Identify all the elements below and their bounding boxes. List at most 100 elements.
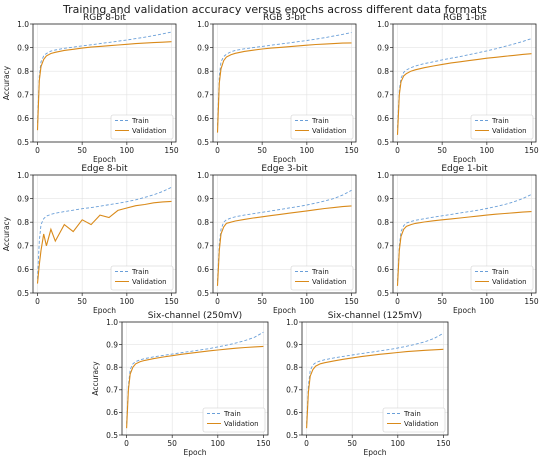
y-tick-label: 0.7 <box>377 242 389 251</box>
plot-frame <box>121 321 269 436</box>
x-tick-label: 0 <box>35 297 40 306</box>
figure-title: Training and validation accuracy versus … <box>62 3 487 16</box>
legend-label-validation: Validation <box>404 420 439 428</box>
legend-label-validation: Validation <box>312 278 347 286</box>
plot-frame <box>212 174 357 294</box>
series-line-validation <box>126 345 264 429</box>
y-tick-label: 0.9 <box>377 194 389 203</box>
x-tick-label: 50 <box>257 146 267 155</box>
y-tick-label: 0.6 <box>17 265 29 274</box>
y-axis-label: Accuracy <box>2 216 11 251</box>
plot-frame <box>392 23 537 143</box>
x-tick-label: 100 <box>480 297 495 306</box>
x-tick-label: 50 <box>77 297 87 306</box>
chart-panel-4: 0.5 0.6 0.7 0.8 0.9 1.0 0 50 100 150 Edge 8-bit Epo… <box>2 164 179 315</box>
y-tick-label: 0.9 <box>17 194 29 203</box>
legend-label-train: Train <box>311 117 329 125</box>
y-tick-label: 0.5 <box>377 289 389 298</box>
y-tick-label: 1.0 <box>286 318 298 327</box>
x-tick-label: 100 <box>211 439 226 448</box>
y-tick-label: 0.8 <box>377 218 389 227</box>
y-tick-label: 1.0 <box>106 318 118 327</box>
y-tick-label: 0.9 <box>197 43 209 52</box>
chart-title: Six-channel (125mV) <box>328 311 422 321</box>
y-tick-label: 0.6 <box>106 408 118 417</box>
y-tick-label: 1.0 <box>17 171 29 180</box>
y-tick-label: 0.5 <box>17 289 29 298</box>
series-line-train <box>217 32 352 126</box>
y-tick-label: 1.0 <box>197 171 209 180</box>
chart-panel-2: 0.5 0.6 0.7 0.8 0.9 1.0 0 50 100 150 RGB 3-bit Epoc… <box>197 13 359 164</box>
y-tick-label: 0.5 <box>286 431 298 440</box>
legend: Train Validation <box>290 114 354 140</box>
series-line-train <box>37 186 172 279</box>
y-axis-label: Accuracy <box>91 361 100 396</box>
chart-title: Edge 1-bit <box>441 164 488 174</box>
y-tick-label: 0.7 <box>197 242 209 251</box>
legend-label-train: Train <box>131 117 149 125</box>
y-tick-label: 0.7 <box>286 386 298 395</box>
y-axis-label: Accuracy <box>2 65 11 100</box>
chart-title: Edge 8-bit <box>81 164 128 174</box>
series-line-train <box>217 189 352 282</box>
x-tick-label: 150 <box>344 297 359 306</box>
legend-label-train: Train <box>131 268 149 276</box>
y-tick-label: 0.5 <box>377 138 389 147</box>
legend-label-validation: Validation <box>224 420 259 428</box>
x-axis-label: Epoch <box>364 448 387 457</box>
x-tick-label: 100 <box>300 146 315 155</box>
plot-frame <box>212 23 357 143</box>
legend: Train Validation <box>202 407 266 433</box>
y-tick-label: 0.6 <box>286 408 298 417</box>
x-tick-label: 100 <box>391 439 406 448</box>
legend: Train Validation <box>110 114 174 140</box>
chart-title: RGB 1-bit <box>443 13 486 23</box>
x-axis-label: Epoch <box>453 306 476 315</box>
x-tick-label: 50 <box>437 297 447 306</box>
chart-panel-1: 0.5 0.6 0.7 0.8 0.9 1.0 0 50 100 150 RGB 8-bit Epoc… <box>2 13 179 164</box>
x-tick-label: 150 <box>256 439 271 448</box>
x-tick-label: 0 <box>304 439 309 448</box>
legend-label-train: Train <box>491 117 509 125</box>
series-line-validation <box>216 42 352 133</box>
series-line-validation <box>396 211 532 286</box>
y-tick-label: 0.8 <box>106 363 118 372</box>
legend: Train Validation <box>382 407 446 433</box>
y-tick-label: 0.8 <box>17 218 29 227</box>
y-tick-label: 0.8 <box>197 67 209 76</box>
legend: Train Validation <box>470 114 534 140</box>
x-tick-label: 100 <box>480 146 495 155</box>
legend: Train Validation <box>470 265 534 291</box>
chart-panel-7: 0.5 0.6 0.7 0.8 0.9 1.0 0 50 100 150 Six-channel (… <box>91 311 271 457</box>
legend-label-train: Train <box>491 268 509 276</box>
x-tick-label: 100 <box>300 297 315 306</box>
y-tick-label: 0.9 <box>286 340 298 349</box>
series-line-train <box>37 31 172 124</box>
legend-label-validation: Validation <box>492 278 527 286</box>
x-tick-label: 150 <box>164 297 179 306</box>
y-tick-label: 1.0 <box>17 20 29 29</box>
x-tick-label: 0 <box>124 439 129 448</box>
x-tick-label: 50 <box>77 146 87 155</box>
y-tick-label: 0.7 <box>17 91 29 100</box>
x-tick-label: 0 <box>35 146 40 155</box>
y-tick-label: 0.8 <box>17 67 29 76</box>
x-tick-label: 150 <box>524 146 539 155</box>
x-axis-label: Epoch <box>184 448 207 457</box>
x-axis-label: Epoch <box>273 155 296 164</box>
x-tick-label: 50 <box>347 439 357 448</box>
series-line-validation <box>36 200 172 284</box>
x-tick-label: 50 <box>257 297 267 306</box>
series-line-train <box>306 332 444 424</box>
chart-panel-5: 0.5 0.6 0.7 0.8 0.9 1.0 0 50 100 150 Edge 3-bit Epo… <box>197 164 359 315</box>
y-tick-label: 0.5 <box>197 289 209 298</box>
x-axis-label: Epoch <box>93 306 116 315</box>
x-tick-label: 150 <box>524 297 539 306</box>
x-tick-label: 100 <box>120 146 135 155</box>
y-tick-label: 0.6 <box>377 265 389 274</box>
x-tick-label: 50 <box>437 146 447 155</box>
y-tick-label: 0.8 <box>286 363 298 372</box>
series-line-validation <box>396 53 532 135</box>
series-line-validation <box>216 205 352 286</box>
